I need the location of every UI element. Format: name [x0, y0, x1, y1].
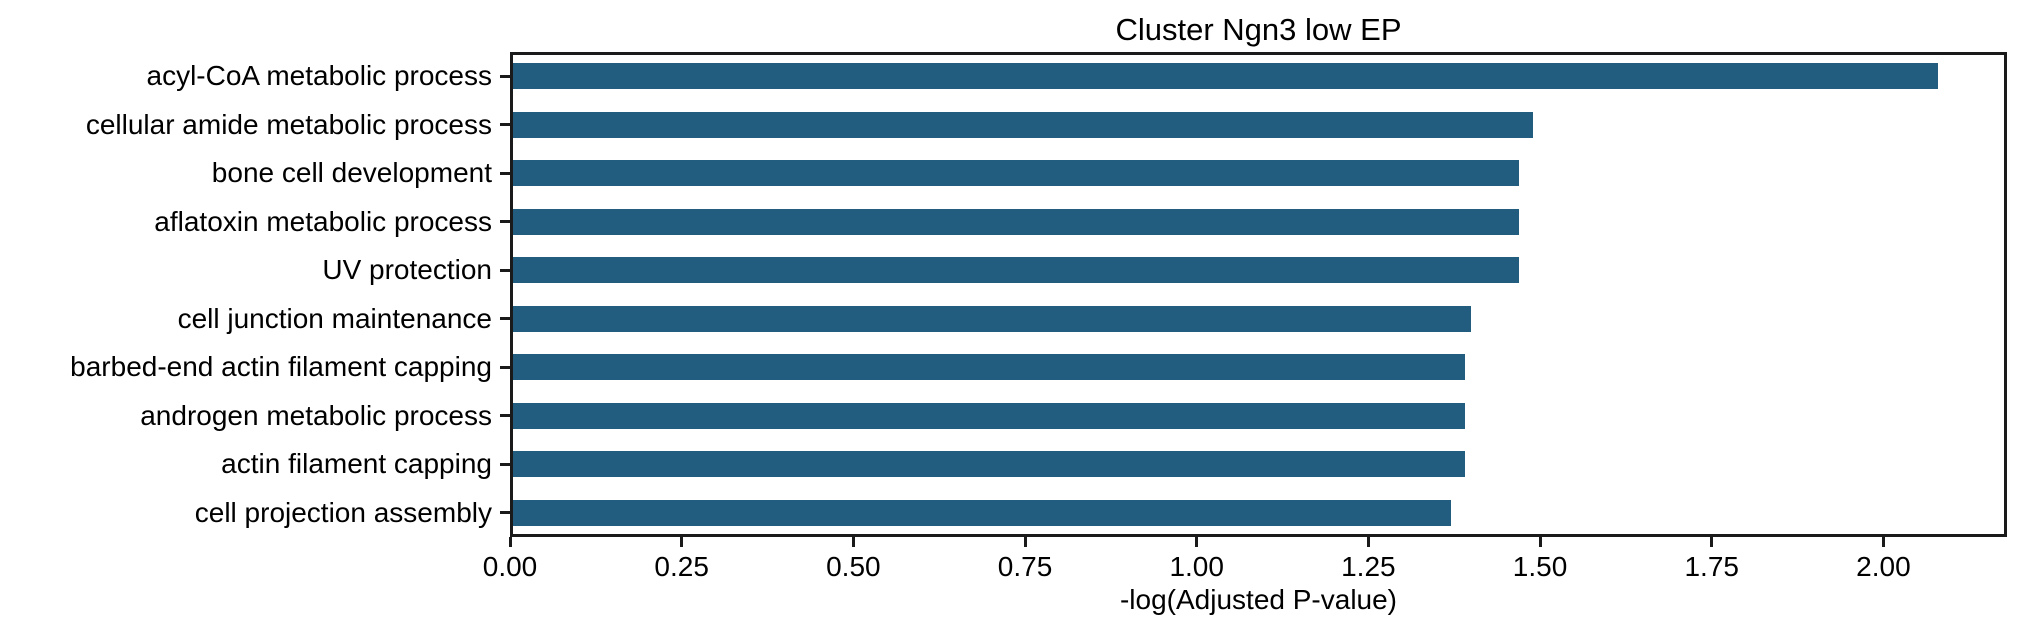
y-tick-label: androgen metabolic process: [140, 399, 492, 431]
x-tick-mark: [508, 537, 512, 547]
y-tick-label: cellular amide metabolic process: [85, 108, 492, 140]
x-tick-label: 1.75: [1684, 551, 1739, 582]
y-tick-mark: [500, 365, 510, 369]
chart-title: Cluster Ngn3 low EP: [1115, 12, 1402, 47]
y-tick-label: UV protection: [322, 254, 492, 286]
y-tick-mark: [500, 171, 510, 175]
x-tick-mark: [1881, 537, 1885, 547]
x-tick-mark: [1710, 537, 1714, 547]
y-tick-label: acyl-CoA metabolic process: [146, 60, 492, 92]
y-tick-label: bone cell development: [211, 157, 492, 189]
x-tick-label: 1.50: [1512, 551, 1568, 582]
y-tick-mark: [500, 74, 510, 78]
y-tick-mark: [500, 123, 510, 127]
x-tick-mark: [1023, 537, 1027, 547]
x-tick-label: 0.50: [826, 551, 881, 582]
y-tick-label: actin filament capping: [221, 448, 492, 480]
x-tick-label: 0.75: [997, 551, 1053, 582]
y-tick-label: aflatoxin metabolic process: [154, 205, 492, 237]
y-tick-label: cell projection assembly: [194, 496, 492, 528]
x-tick-mark: [1366, 537, 1370, 547]
x-tick-label: 2.00: [1856, 551, 1911, 582]
y-tick-mark: [500, 268, 510, 272]
x-tick-label: 1.00: [1169, 551, 1224, 582]
y-tick-mark: [500, 317, 510, 321]
x-axis-label: -log(Adjusted P-value): [1119, 584, 1398, 615]
x-tick-mark: [1538, 537, 1542, 547]
x-tick-label: 0.00: [482, 551, 538, 582]
plot-area: [510, 52, 2007, 537]
x-tick-label: 1.25: [1341, 551, 1396, 582]
y-tick-mark: [500, 220, 510, 224]
y-tick-mark: [500, 462, 510, 466]
y-tick-label: barbed-end actin filament capping: [70, 351, 492, 383]
x-tick-label: 0.25: [654, 551, 709, 582]
y-tick-mark: [500, 511, 510, 515]
x-tick-mark: [1195, 537, 1199, 547]
x-tick-mark: [680, 537, 684, 547]
x-tick-mark: [851, 537, 855, 547]
y-tick-label: cell junction maintenance: [177, 302, 492, 334]
y-tick-mark: [500, 414, 510, 418]
